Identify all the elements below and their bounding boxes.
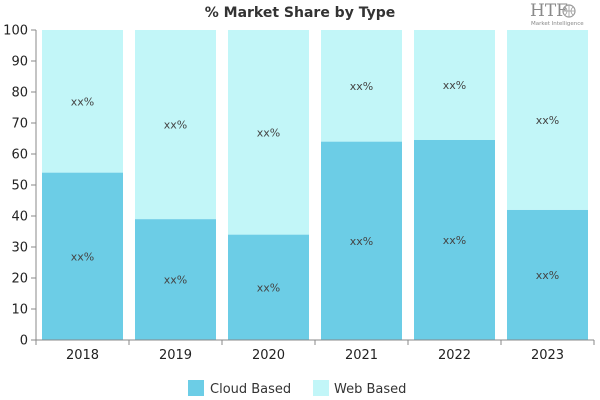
x-tick-label-2021: 2021: [345, 348, 378, 363]
legend-swatch-web-based: [313, 380, 329, 396]
y-tick-label: 70: [11, 117, 28, 132]
data-label-cloud-based-2023: xx%: [536, 269, 559, 282]
data-label-cloud-based-2022: xx%: [443, 234, 466, 247]
data-label-web-based-2019: xx%: [164, 119, 187, 132]
y-tick-label: 40: [11, 210, 28, 225]
legend-item-web-based[interactable]: Web Based: [313, 380, 406, 397]
logo-subtitle: Market Intelligence: [531, 21, 584, 27]
y-tick-label: 50: [11, 179, 28, 194]
data-label-cloud-based-2020: xx%: [257, 281, 280, 294]
htf-logo: HTF Market Intelligence: [530, 1, 584, 27]
x-tick-label-2020: 2020: [252, 348, 285, 363]
legend-label-web-based: Web Based: [334, 382, 406, 397]
bar-web-based-2020[interactable]: [228, 30, 309, 235]
bar-cloud-based-2022[interactable]: [414, 140, 495, 340]
legend-item-cloud-based[interactable]: Cloud Based: [188, 380, 291, 397]
data-label-web-based-2020: xx%: [257, 126, 280, 139]
chart-title: % Market Share by Type: [205, 5, 396, 21]
x-tick-label-2018: 2018: [66, 348, 99, 363]
data-label-web-based-2018: xx%: [71, 95, 94, 108]
data-labels-layer: xx% xx% xx% xx% xx% xx% xx% xx% xx% xx% xx% xx%: [71, 79, 559, 294]
bar-web-based-2018[interactable]: [42, 30, 123, 173]
data-label-cloud-based-2018: xx%: [71, 250, 94, 263]
bar-cloud-based-2019[interactable]: [135, 219, 216, 340]
bar-cloud-based-2020[interactable]: [228, 234, 309, 340]
legend: Cloud Based Web Based: [188, 380, 406, 397]
bar-web-based-2019[interactable]: [135, 30, 216, 220]
bar-web-based-2021[interactable]: [321, 30, 402, 142]
data-label-cloud-based-2021: xx%: [350, 235, 373, 248]
data-label-web-based-2022: xx%: [443, 79, 466, 92]
x-tick-label-2022: 2022: [438, 348, 471, 363]
bar-cloud-based-2021[interactable]: [321, 141, 402, 340]
bar-cloud-based-2018[interactable]: [42, 172, 123, 340]
y-tick-label: 60: [11, 148, 28, 163]
legend-label-cloud-based: Cloud Based: [210, 382, 291, 397]
y-tick-label: 20: [11, 272, 28, 287]
y-tick-label: 10: [11, 303, 28, 318]
bar-web-based-2023[interactable]: [507, 30, 588, 210]
logo-text: HTF: [530, 1, 568, 21]
y-axis: 0 10 20 30 40 50 60 70 80 90 100: [3, 24, 37, 349]
x-tick-label-2019: 2019: [159, 348, 192, 363]
x-tick-label-2023: 2023: [531, 348, 564, 363]
data-label-web-based-2023: xx%: [536, 114, 559, 127]
bar-web-based-2022[interactable]: [414, 30, 495, 140]
bars-layer: [42, 30, 588, 340]
y-tick-label: 30: [11, 241, 28, 256]
x-axis: 2018 2019 2020 2021 2022 2023: [35, 339, 595, 363]
globe-icon: [562, 4, 576, 18]
data-label-web-based-2021: xx%: [350, 80, 373, 93]
y-tick-label: 0: [20, 334, 28, 349]
y-tick-label: 100: [3, 24, 28, 39]
legend-swatch-cloud-based: [188, 380, 204, 396]
data-label-cloud-based-2019: xx%: [164, 274, 187, 287]
y-tick-label: 80: [11, 86, 28, 101]
y-tick-label: 90: [11, 55, 28, 70]
bar-cloud-based-2023[interactable]: [507, 209, 588, 340]
